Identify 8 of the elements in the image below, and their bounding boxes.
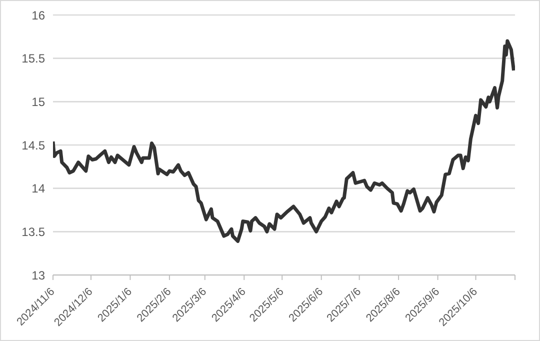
y-tick-label: 15 bbox=[32, 94, 46, 109]
y-tick-label: 14 bbox=[32, 182, 46, 196]
y-tick-label: 14.5 bbox=[22, 138, 46, 152]
y-tick-label: 13 bbox=[32, 268, 46, 282]
line-series bbox=[53, 39, 515, 243]
y-tick-label: 15.5 bbox=[22, 52, 46, 66]
y-tick-label: 13.5 bbox=[22, 224, 46, 239]
y-tick-label: 16 bbox=[32, 8, 46, 22]
